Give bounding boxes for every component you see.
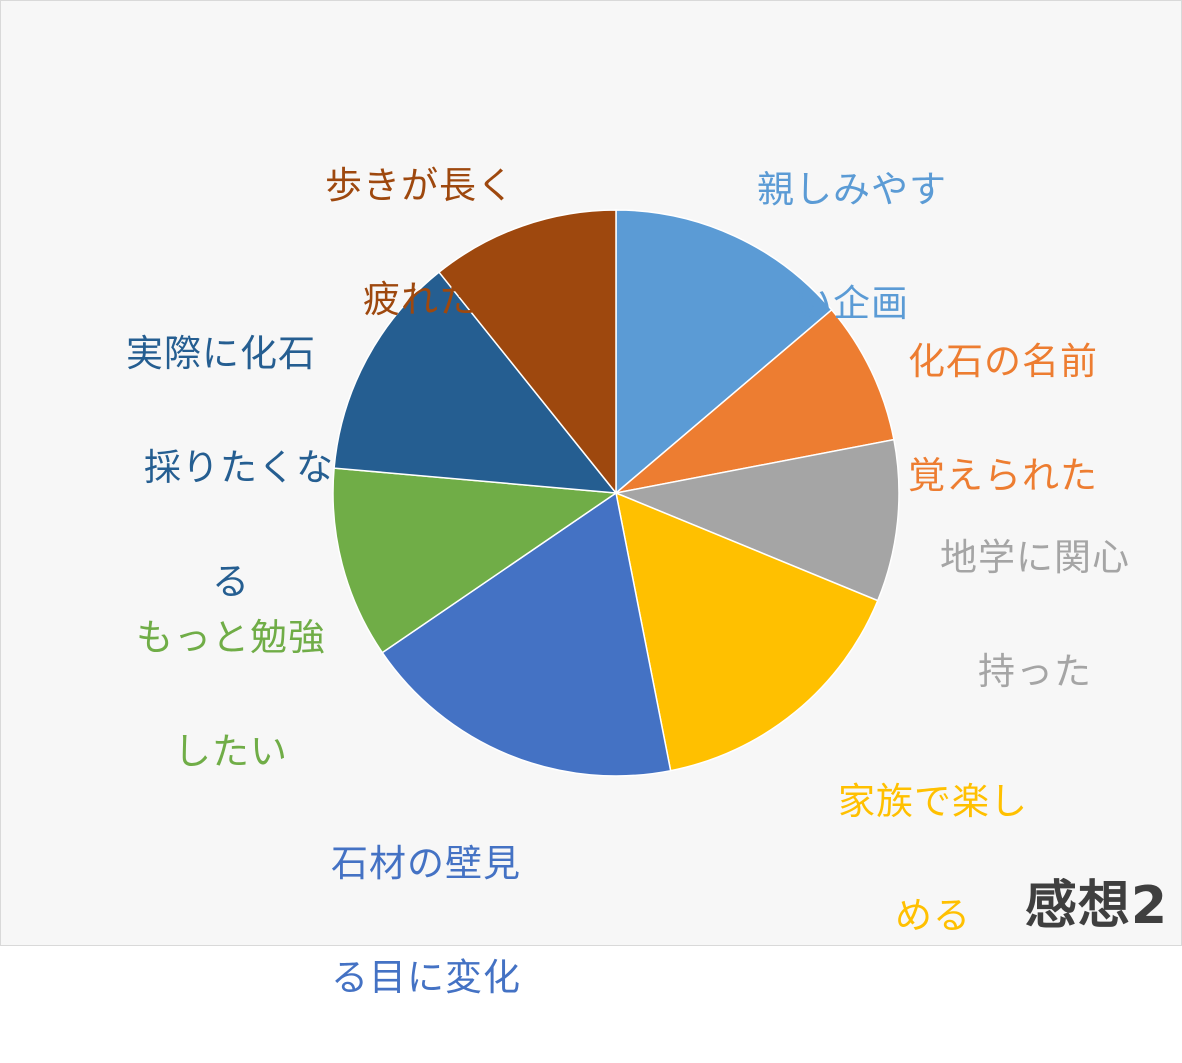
slice-label-line: 化石の名前	[898, 333, 1108, 390]
slice-label-line: る目に変化	[316, 949, 536, 1006]
slice-label-line: める	[828, 887, 1038, 944]
slice-label-line: 親しみやす	[752, 161, 952, 218]
slice-label-line: 地学に関心	[930, 529, 1140, 586]
slice-label-chigaku: 地学に関心 持った	[930, 472, 1140, 757]
slice-label-line: 疲れた	[310, 271, 530, 328]
slice-label-kazoku: 家族で楽し める	[828, 716, 1038, 1001]
slice-label-line: 採りたくな	[126, 439, 346, 496]
slice-label-line: る	[126, 553, 346, 610]
slice-label-line: 持った	[930, 643, 1140, 700]
slice-label-line: 石材の壁見	[316, 835, 536, 892]
slice-label-line: したい	[126, 723, 336, 780]
slice-label-sekizai: 石材の壁見 る目に変化	[316, 778, 536, 1063]
slice-label-line: 歩きが長く	[310, 157, 530, 214]
slice-label-aruki: 歩きが長く 疲れた	[310, 100, 530, 385]
slice-label-line: 家族で楽し	[828, 773, 1038, 830]
chart-caption: 感想2	[1025, 876, 1168, 936]
